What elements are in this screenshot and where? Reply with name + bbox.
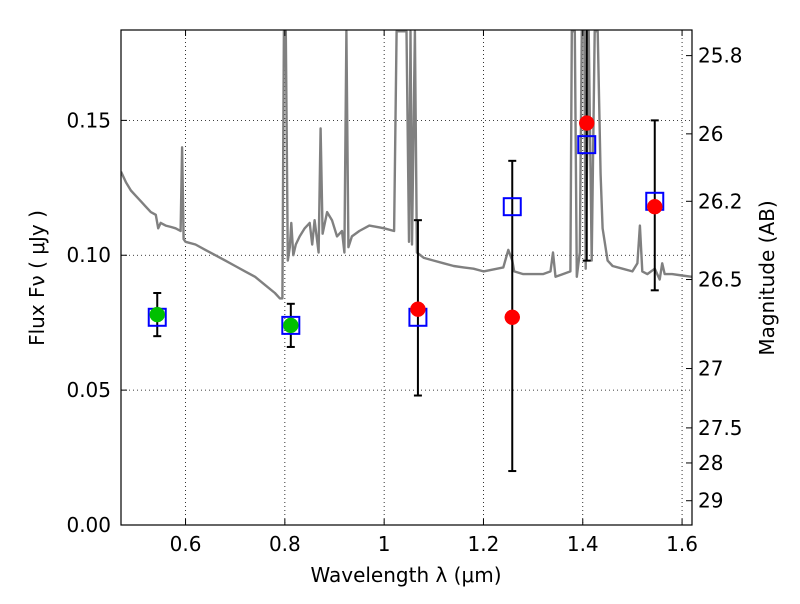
model-spectrum-line xyxy=(121,30,692,300)
grid-lines xyxy=(121,30,692,526)
x-tick-label: 1.6 xyxy=(666,532,698,556)
y2-tick-label: 28 xyxy=(698,451,723,475)
observed-point-red xyxy=(504,309,521,326)
model-photometry-square xyxy=(577,135,597,155)
observed-photometry-layer xyxy=(149,115,663,334)
observed-point-red xyxy=(647,198,663,215)
plot-frame xyxy=(120,29,693,526)
y2-tick-label: 27.5 xyxy=(698,416,743,440)
y2-tick-label: 26.2 xyxy=(698,189,743,213)
y2-tick-label: 26.5 xyxy=(698,268,743,292)
x-tick-label: 1.4 xyxy=(567,532,599,556)
model-photometry-square xyxy=(281,315,301,335)
observed-point-green xyxy=(283,317,299,334)
model-spectrum-layer xyxy=(121,30,692,300)
observed-point-red xyxy=(578,115,595,131)
observed-point-red xyxy=(410,301,426,317)
y2-axis-title: Magnitude (AB) xyxy=(755,200,779,355)
x-tick-label: 1.2 xyxy=(468,532,500,556)
y-tick-label: 0.00 xyxy=(66,513,111,537)
axes: 0.6 0.8 1 1.2 1.4 1.6 0.00 0.05 0.10 0.15 25.8 26 26… xyxy=(66,30,743,556)
y2-tick-label: 25.8 xyxy=(698,44,743,68)
x-tick-label: 1 xyxy=(378,532,391,556)
y-tick-label: 0.15 xyxy=(66,108,111,132)
y2-tick-label: 29 xyxy=(698,489,723,513)
y-tick-label: 0.05 xyxy=(66,378,111,402)
y-axis-title: Flux Fν ( μJy ) xyxy=(25,210,49,346)
model-photometry-square xyxy=(502,197,522,217)
y2-tick-label: 27 xyxy=(698,357,723,381)
observed-point-green xyxy=(149,306,165,323)
x-axis-title: Wavelength λ (μm) xyxy=(310,563,501,587)
y2-tick-label: 26 xyxy=(698,122,723,146)
x-tick-label: 0.8 xyxy=(269,532,301,556)
y-tick-label: 0.10 xyxy=(66,243,111,267)
x-tick-label: 0.6 xyxy=(170,532,202,556)
